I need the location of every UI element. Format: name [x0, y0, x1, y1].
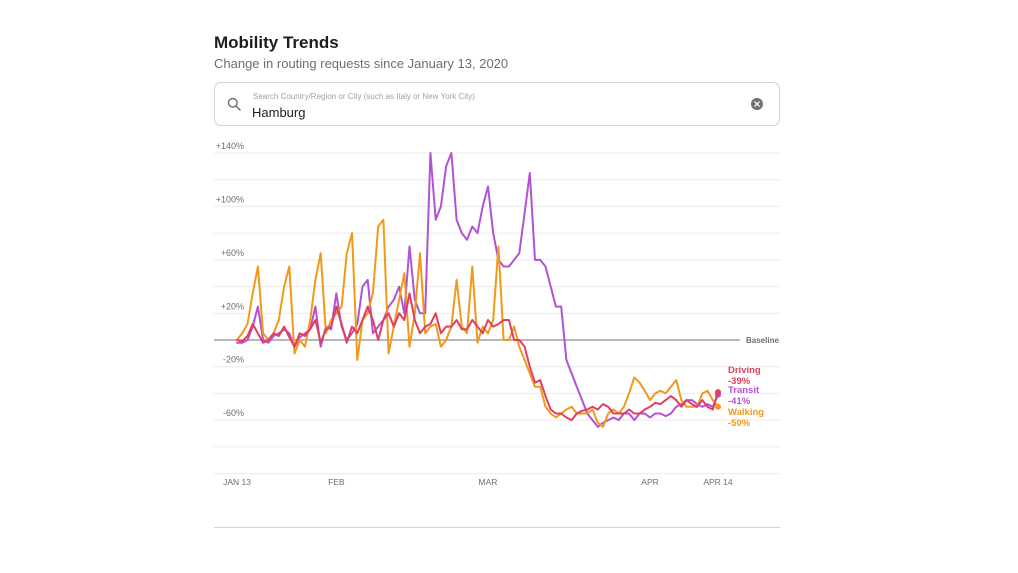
series-value-label: -39%: [728, 376, 751, 387]
page-subtitle: Change in routing requests since January…: [214, 56, 509, 71]
mobility-chart: +140% +100% +60% +20% -20% -60% Baseline JAN …: [214, 141, 780, 487]
search-box[interactable]: Search Country/Region or City (such as I…: [214, 82, 780, 126]
clear-icon[interactable]: [751, 98, 763, 110]
x-tick-label: APR 14: [703, 477, 733, 487]
series-lines: [236, 152, 721, 428]
grid-lines: [214, 152, 780, 475]
y-tick-label: +20%: [221, 301, 244, 311]
series-end-labels: Driving-39%Transit-41%Walking-50%: [728, 365, 764, 429]
y-tick-label: +140%: [216, 141, 244, 151]
y-tick-label: +60%: [221, 248, 244, 258]
search-icon: [227, 97, 241, 111]
search-input[interactable]: [252, 104, 732, 120]
bottom-divider: [214, 527, 780, 528]
search-placeholder: Search Country/Region or City (such as I…: [253, 92, 475, 101]
series-line-driving: [236, 292, 719, 422]
x-tick-label: FEB: [328, 477, 345, 487]
x-tick-label: JAN 13: [223, 477, 251, 487]
series-endpoint-walking: [715, 403, 721, 410]
series-line-walking: [236, 218, 719, 428]
series-name-label: Driving: [728, 365, 761, 376]
series-name-label: Walking: [728, 407, 764, 418]
x-tick-label: APR: [641, 477, 658, 487]
series-name-label: Transit: [728, 385, 760, 396]
series-line-transit: [236, 152, 719, 428]
series-value-label: -50%: [728, 418, 751, 429]
y-tick-label: -20%: [223, 355, 244, 365]
x-axis-ticks: JAN 13 FEB MAR APR APR 14: [223, 477, 733, 487]
y-tick-label: -60%: [223, 408, 244, 418]
y-axis-ticks: +140% +100% +60% +20% -20% -60%: [216, 141, 244, 418]
baseline-label: Baseline: [746, 336, 779, 345]
page-title: Mobility Trends: [214, 33, 339, 52]
series-value-label: -41%: [728, 396, 751, 407]
x-tick-label: MAR: [479, 477, 498, 487]
series-endpoint-driving: [715, 389, 721, 396]
y-tick-label: +100%: [216, 194, 244, 204]
